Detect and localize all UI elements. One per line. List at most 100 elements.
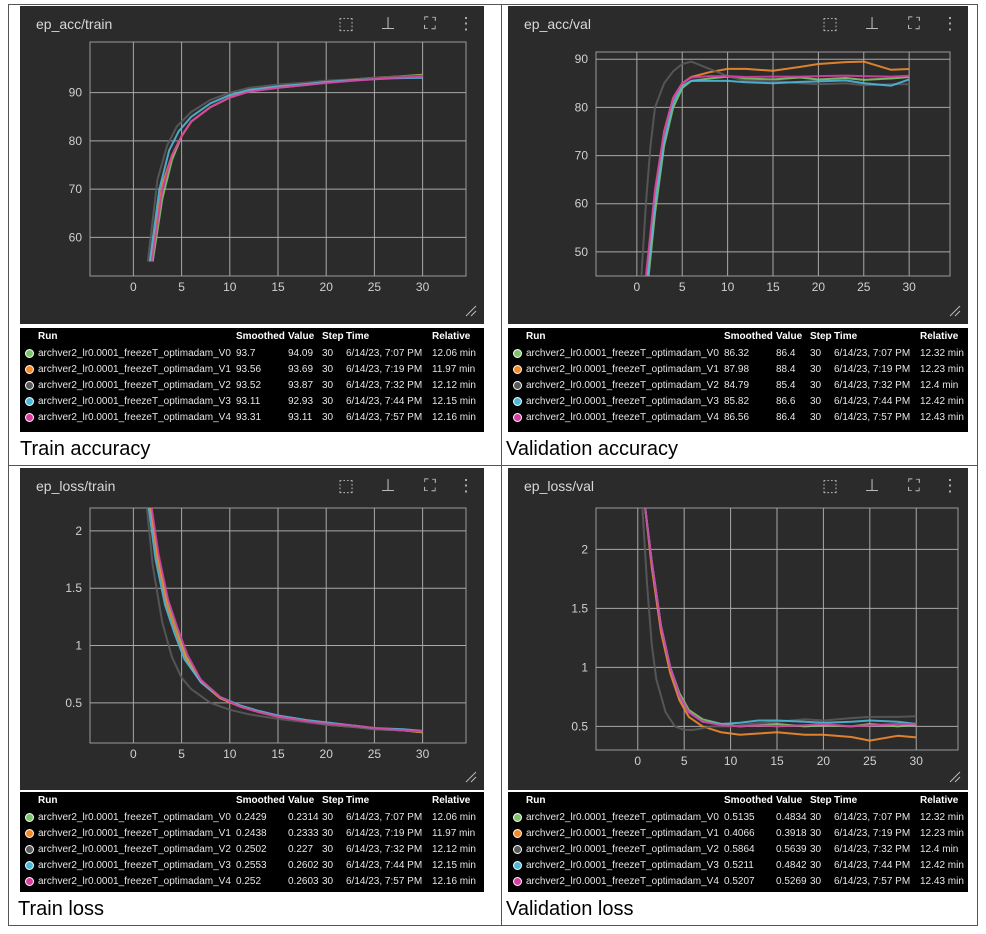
legend-row[interactable]: archver2_lr0.0001_freezeT_optimadam_V0 0.… (20, 810, 484, 826)
series-color-dot (25, 845, 34, 854)
legend-cell-step: 30 (810, 844, 822, 855)
legend-cell-step: 30 (322, 828, 334, 839)
legend-cell-step: 30 (322, 860, 334, 871)
legend-row[interactable]: archver2_lr0.0001_freezeT_optimadam_V3 0.… (20, 858, 484, 874)
table-divider-horizontal (9, 465, 977, 466)
legend-cell-run: archver2_lr0.0001_freezeT_optimadam_V3 (38, 396, 231, 407)
legend-cell-value: 85.4 (776, 380, 796, 391)
legend-cell-time: 6/14/23, 7:57 PM (346, 876, 423, 887)
fit-domain-icon[interactable]: ⬚ (821, 14, 839, 33)
legend-cell-run: archver2_lr0.0001_freezeT_optimadam_V1 (38, 828, 231, 839)
legend-cell-smoothed: 93.7 (236, 348, 256, 359)
legend-header-run: Run (526, 331, 546, 342)
legend-cell-time: 6/14/23, 7:57 PM (346, 412, 423, 423)
legend-cell-relative: 11.97 min (432, 828, 476, 839)
legend-cell-relative: 12.43 min (920, 876, 964, 887)
legend-cell-run: archver2_lr0.0001_freezeT_optimadam_V1 (38, 364, 231, 375)
legend-header-smoothed: Smoothed (724, 795, 773, 806)
legend-row[interactable]: archver2_lr0.0001_freezeT_optimadam_V2 0.… (508, 842, 968, 858)
legend-header-time: Time (346, 331, 370, 342)
legend-cell-smoothed: 0.5135 (724, 812, 755, 823)
legend-cell-step: 30 (322, 812, 334, 823)
legend-cell-run: archver2_lr0.0001_freezeT_optimadam_V2 (526, 844, 719, 855)
legend-row[interactable]: archver2_lr0.0001_freezeT_optimadam_V2 93… (20, 378, 484, 394)
more-options-icon[interactable]: ⋮ (941, 14, 959, 33)
legend-row[interactable]: archver2_lr0.0001_freezeT_optimadam_V1 93… (20, 362, 484, 378)
legend-row[interactable]: archver2_lr0.0001_freezeT_optimadam_V3 0.… (508, 858, 968, 874)
legend-header-value: Value (776, 331, 803, 342)
legend-row[interactable]: archver2_lr0.0001_freezeT_optimadam_V4 0.… (508, 874, 968, 890)
legend-cell-smoothed: 85.82 (724, 396, 750, 407)
series-color-dot (513, 365, 522, 374)
legend-cell-relative: 11.97 min (432, 364, 476, 375)
legend-row[interactable]: archver2_lr0.0001_freezeT_optimadam_V2 0.… (20, 842, 484, 858)
legend-cell-step: 30 (810, 860, 822, 871)
series-color-dot (25, 381, 34, 390)
legend-cell-relative: 12.12 min (432, 844, 476, 855)
pin-icon[interactable]: ⊥ (864, 476, 880, 495)
legend-cell-smoothed: 93.56 (236, 364, 262, 375)
legend-header-run: Run (526, 795, 546, 806)
legend-header-time: Time (834, 331, 858, 342)
more-options-icon[interactable]: ⋮ (941, 476, 959, 495)
legend-row[interactable]: archver2_lr0.0001_freezeT_optimadam_V4 0.… (20, 874, 484, 890)
chart-panel-0: ep_acc/train ⬚ ⊥ ⛶ ⋮ (20, 6, 484, 324)
legend-cell-time: 6/14/23, 7:32 PM (834, 844, 911, 855)
fit-domain-icon[interactable]: ⬚ (337, 476, 355, 495)
legend-row[interactable]: archver2_lr0.0001_freezeT_optimadam_V2 84… (508, 378, 968, 394)
legend-cell-value: 94.09 (288, 348, 314, 359)
legend-row[interactable]: archver2_lr0.0001_freezeT_optimadam_V3 93… (20, 394, 484, 410)
legend-row[interactable]: archver2_lr0.0001_freezeT_optimadam_V0 93… (20, 346, 484, 362)
pin-icon[interactable]: ⊥ (380, 476, 396, 495)
legend-cell-smoothed: 84.79 (724, 380, 750, 391)
legend-cell-time: 6/14/23, 7:19 PM (346, 364, 423, 375)
legend-cell-run: archver2_lr0.0001_freezeT_optimadam_V4 (526, 876, 719, 887)
legend-cell-smoothed: 0.2438 (236, 828, 267, 839)
legend-row[interactable]: archver2_lr0.0001_freezeT_optimadam_V4 86… (508, 410, 968, 426)
legend-cell-smoothed: 0.4066 (724, 828, 755, 839)
legend-cell-time: 6/14/23, 7:44 PM (346, 396, 423, 407)
legend-cell-time: 6/14/23, 7:19 PM (346, 828, 423, 839)
legend-row[interactable]: archver2_lr0.0001_freezeT_optimadam_V3 85… (508, 394, 968, 410)
fullscreen-icon[interactable]: ⛶ (424, 476, 436, 495)
fit-domain-icon[interactable]: ⬚ (337, 14, 355, 33)
pin-icon[interactable]: ⊥ (380, 14, 396, 33)
legend-cell-value: 0.5639 (776, 844, 807, 855)
legend-cell-value: 92.93 (288, 396, 314, 407)
more-options-icon[interactable]: ⋮ (457, 476, 475, 495)
legend-row[interactable]: archver2_lr0.0001_freezeT_optimadam_V1 0.… (508, 826, 968, 842)
legend-cell-smoothed: 0.5864 (724, 844, 755, 855)
legend-cell-run: archver2_lr0.0001_freezeT_optimadam_V3 (526, 860, 719, 871)
series-color-dot (25, 861, 34, 870)
legend-header-time: Time (834, 795, 858, 806)
legend-cell-run: archver2_lr0.0001_freezeT_optimadam_V0 (38, 812, 231, 823)
series-color-dot (25, 877, 34, 886)
legend-row[interactable]: archver2_lr0.0001_freezeT_optimadam_V0 86… (508, 346, 968, 362)
legend-header-step: Step (810, 331, 832, 342)
legend-cell-step: 30 (810, 396, 822, 407)
more-options-icon[interactable]: ⋮ (457, 14, 475, 33)
fullscreen-icon[interactable]: ⛶ (908, 476, 920, 495)
fullscreen-icon[interactable]: ⛶ (424, 14, 436, 33)
legend-row[interactable]: archver2_lr0.0001_freezeT_optimadam_V1 0.… (20, 826, 484, 842)
legend-row[interactable]: archver2_lr0.0001_freezeT_optimadam_V1 87… (508, 362, 968, 378)
legend-cell-relative: 12.4 min (920, 844, 959, 855)
pin-icon[interactable]: ⊥ (864, 14, 880, 33)
fit-domain-icon[interactable]: ⬚ (821, 476, 839, 495)
legend-row[interactable]: archver2_lr0.0001_freezeT_optimadam_V0 0.… (508, 810, 968, 826)
chart-title: ep_acc/val (524, 16, 591, 32)
series-color-dot (513, 397, 522, 406)
fullscreen-icon[interactable]: ⛶ (908, 14, 920, 33)
legend-header-smoothed: Smoothed (724, 331, 773, 342)
series-color-dot (25, 349, 34, 358)
legend-cell-smoothed: 86.32 (724, 348, 750, 359)
legend-cell-value: 0.5269 (776, 876, 807, 887)
legend-header-relative: Relative (432, 331, 471, 342)
legend-cell-step: 30 (322, 396, 334, 407)
legend-row[interactable]: archver2_lr0.0001_freezeT_optimadam_V4 93… (20, 410, 484, 426)
legend-cell-value: 86.4 (776, 412, 796, 423)
legend-header-value: Value (288, 331, 315, 342)
chart-panel-2: ep_loss/train ⬚ ⊥ ⛶ ⋮ (20, 468, 484, 790)
series-color-dot (25, 413, 34, 422)
run-legend-table: Run Smoothed Value Step Time Relative archver2… (508, 328, 968, 432)
